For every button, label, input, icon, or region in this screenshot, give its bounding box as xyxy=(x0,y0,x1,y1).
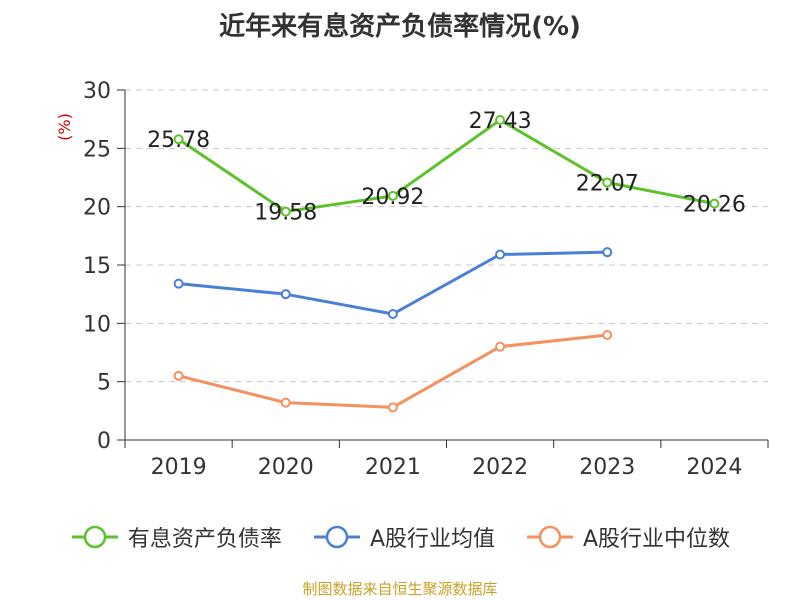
legend-label: A股行业中位数 xyxy=(583,527,731,552)
data-point xyxy=(173,278,184,289)
data-label: 19.58 xyxy=(254,201,317,226)
data-label: 20.26 xyxy=(683,193,746,218)
axes: 0 5 10 15 20 25 30 2019 2020 2021 2022 2023 2024 (%) xyxy=(55,79,769,480)
x-tick-label: 2019 xyxy=(151,455,207,480)
y-tick-label: 0 xyxy=(97,429,111,454)
y-axis-label: (%) xyxy=(55,113,74,141)
data-point xyxy=(173,370,184,381)
series-line xyxy=(178,333,608,409)
legend-item[interactable]: A股行业中位数 xyxy=(525,521,730,553)
data-point xyxy=(602,247,613,258)
legend-label: A股行业均值 xyxy=(369,527,495,552)
series-line xyxy=(178,250,608,316)
x-tick-label: 2020 xyxy=(258,455,314,480)
data-label: 25.78 xyxy=(147,128,210,153)
legend-marker xyxy=(71,525,118,549)
data-point xyxy=(173,134,184,145)
data-point xyxy=(495,114,506,125)
legend-circle xyxy=(538,525,562,549)
y-tick-label: 15 xyxy=(83,254,111,279)
legend-label: 有息资产负债率 xyxy=(127,527,282,552)
data-point xyxy=(280,289,291,300)
data-point xyxy=(709,198,720,209)
legend-item[interactable]: A股行业均值 xyxy=(312,521,495,553)
series-line xyxy=(177,118,715,214)
y-tick-label: 5 xyxy=(97,371,111,396)
data-point xyxy=(280,397,291,408)
data-point xyxy=(602,330,613,340)
data-label: 20.92 xyxy=(361,185,424,210)
data-label: 27.43 xyxy=(469,109,532,134)
data-label: 22.07 xyxy=(576,172,639,197)
data-point xyxy=(387,309,398,319)
y-tick-label: 30 xyxy=(83,79,111,104)
data-point xyxy=(495,341,506,352)
x-tick-label: 2023 xyxy=(579,455,635,480)
data-point xyxy=(387,402,398,413)
source-note: 制图数据来自恒生聚源数据库 xyxy=(302,580,498,598)
legend-circle xyxy=(325,525,349,549)
legend-item[interactable]: 有息资产负债率 xyxy=(70,521,282,553)
legend-marker xyxy=(527,525,573,549)
y-tick-label: 20 xyxy=(83,196,111,221)
series-lines xyxy=(173,114,720,413)
x-tick-label: 2024 xyxy=(686,455,742,480)
y-tick-label: 10 xyxy=(83,312,111,337)
data-point xyxy=(280,206,291,217)
legend-circle xyxy=(83,525,107,549)
x-tick-label: 2021 xyxy=(365,455,421,480)
data-point xyxy=(387,190,398,201)
data-labels: 25.78 19.58 20.92 27.43 22.07 20.26 xyxy=(147,109,746,226)
data-point xyxy=(495,249,506,260)
grid-lines xyxy=(125,89,768,383)
y-tick-label: 25 xyxy=(83,137,111,162)
chart-title: 近年来有息资产负债率情况(%) xyxy=(219,12,581,42)
data-point xyxy=(602,177,613,188)
legend: 有息资产负债率 A股行业均值 A股行业中位数 xyxy=(0,520,800,554)
legend-marker xyxy=(313,525,360,549)
x-tick-label: 2022 xyxy=(472,455,528,480)
